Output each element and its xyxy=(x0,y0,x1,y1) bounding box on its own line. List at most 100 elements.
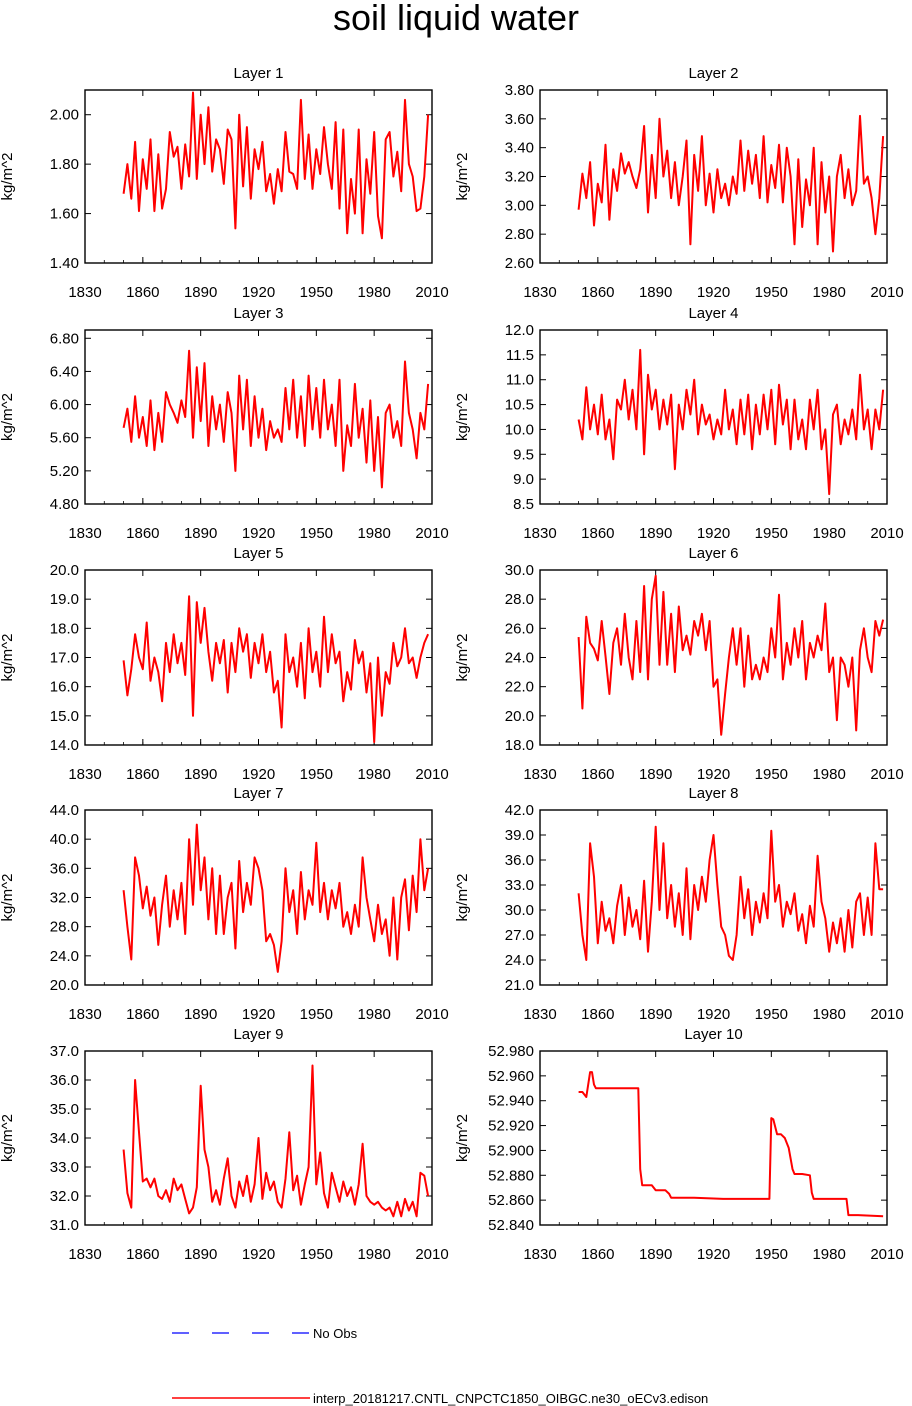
y-tick-label: 18.0 xyxy=(505,737,534,754)
x-tick-label: 1860 xyxy=(126,1246,159,1263)
y-tick-label: 24.0 xyxy=(505,952,534,969)
x-tick-label: 1920 xyxy=(242,284,275,301)
y-axis-label: kg/m^2 xyxy=(0,153,16,201)
y-axis-label: kg/m^2 xyxy=(0,1114,16,1162)
y-tick-label: 6.40 xyxy=(50,363,79,380)
y-tick-label: 3.20 xyxy=(505,169,534,186)
x-tick-label: 1980 xyxy=(357,766,390,783)
x-tick-label: 2010 xyxy=(870,284,903,301)
y-tick-label: 14.0 xyxy=(50,737,79,754)
y-tick-label: 5.20 xyxy=(50,463,79,480)
x-tick-label: 1920 xyxy=(242,1006,275,1023)
x-tick-label: 1980 xyxy=(357,1246,390,1263)
y-tick-label: 35.0 xyxy=(50,1101,79,1118)
x-tick-label: 1980 xyxy=(812,1006,845,1023)
x-tick-label: 1860 xyxy=(581,525,614,542)
y-tick-label: 28.0 xyxy=(505,591,534,608)
y-tick-label: 52.880 xyxy=(488,1167,534,1184)
y-tick-label: 11.0 xyxy=(506,372,534,389)
plot-frame xyxy=(84,809,433,986)
y-axis-label: kg/m^2 xyxy=(454,153,471,201)
y-tick-label: 20.0 xyxy=(505,708,534,725)
x-tick-label: 2010 xyxy=(415,766,448,783)
y-tick-label: 36.0 xyxy=(50,1072,79,1089)
chart-title: Layer 6 xyxy=(688,545,738,562)
chart-panels: Layer 1 1830 1860 1890 1920 1950 1980 2010 1.40 1… xyxy=(0,65,904,1263)
chart-title: Layer 9 xyxy=(233,1026,283,1043)
series-line xyxy=(122,1064,430,1218)
x-tick-label: 1920 xyxy=(697,766,730,783)
y-tick-label: 20.0 xyxy=(50,977,79,994)
y-tick-label: 5.60 xyxy=(50,430,79,447)
y-tick-label: 31.0 xyxy=(50,1217,79,1234)
y-axis-label: kg/m^2 xyxy=(0,393,16,441)
x-tick-label: 1950 xyxy=(300,766,333,783)
x-tick-label: 1950 xyxy=(755,1246,788,1263)
series-line xyxy=(577,348,885,496)
y-tick-label: 36.0 xyxy=(50,860,79,877)
series-line xyxy=(577,574,885,736)
chart-title: Layer 1 xyxy=(233,65,283,82)
chart-layer-10: Layer 10 1830 1860 1890 1920 1950 1980 2010 52.8… xyxy=(454,1026,904,1263)
y-tick-label: 52.860 xyxy=(488,1192,534,1209)
y-tick-label: 12.0 xyxy=(505,322,534,339)
y-tick-label: 52.980 xyxy=(488,1043,534,1060)
x-tick-label: 1860 xyxy=(581,284,614,301)
chart-layer-8: Layer 8 1830 1860 1890 1920 1950 1980 2010 21.0 2… xyxy=(454,785,904,1023)
y-tick-label: 42.0 xyxy=(505,802,534,819)
y-tick-label: 24.0 xyxy=(505,650,534,667)
y-tick-label: 9.0 xyxy=(513,471,534,488)
y-tick-label: 33.0 xyxy=(505,877,534,894)
legend-model-label: interp_20181217.CNTL_CNPCTC1850_OIBGC.ne… xyxy=(313,1391,708,1406)
x-tick-label: 1950 xyxy=(300,1246,333,1263)
y-tick-label: 6.80 xyxy=(50,330,79,347)
x-tick-label: 1950 xyxy=(755,284,788,301)
y-tick-label: 22.0 xyxy=(505,679,534,696)
x-tick-label: 1860 xyxy=(581,1246,614,1263)
chart-layer-2: Layer 2 1830 1860 1890 1920 1950 1980 2010 2.60 2… xyxy=(454,65,904,301)
y-tick-label: 24.0 xyxy=(50,948,79,965)
series-line xyxy=(122,91,430,240)
x-tick-label: 1920 xyxy=(697,1246,730,1263)
y-tick-label: 10.5 xyxy=(505,397,534,414)
y-tick-label: 1.60 xyxy=(50,206,79,223)
y-tick-label: 39.0 xyxy=(505,827,534,844)
y-tick-label: 52.940 xyxy=(488,1093,534,1110)
x-tick-label: 1860 xyxy=(126,1006,159,1023)
y-axis-label: kg/m^2 xyxy=(454,1114,471,1162)
y-axis-label: kg/m^2 xyxy=(0,634,16,682)
y-tick-label: 32.0 xyxy=(50,1188,79,1205)
y-tick-label: 52.840 xyxy=(488,1217,534,1234)
y-tick-label: 17.0 xyxy=(50,650,79,667)
plot-frame xyxy=(539,569,888,746)
chart-layer-1: Layer 1 1830 1860 1890 1920 1950 1980 2010 1.40 1… xyxy=(0,65,449,301)
chart-title: Layer 10 xyxy=(684,1026,742,1043)
y-axis-label: kg/m^2 xyxy=(454,393,471,441)
x-tick-label: 1980 xyxy=(357,284,390,301)
x-tick-label: 1920 xyxy=(697,525,730,542)
x-tick-label: 2010 xyxy=(415,1246,448,1263)
x-tick-label: 1950 xyxy=(300,284,333,301)
x-tick-label: 1890 xyxy=(639,1246,672,1263)
chart-title: Layer 5 xyxy=(233,545,283,562)
series-line xyxy=(122,823,430,973)
x-tick-label: 1890 xyxy=(639,766,672,783)
x-tick-label: 1830 xyxy=(68,525,101,542)
x-tick-label: 2010 xyxy=(870,766,903,783)
chart-layer-7: Layer 7 1830 1860 1890 1920 1950 1980 2010 20.0 2… xyxy=(0,785,449,1023)
x-tick-label: 1980 xyxy=(812,766,845,783)
x-tick-label: 1890 xyxy=(184,766,217,783)
x-tick-label: 1980 xyxy=(812,284,845,301)
x-tick-label: 1890 xyxy=(639,284,672,301)
chart-title: Layer 4 xyxy=(688,305,738,322)
y-tick-label: 8.5 xyxy=(513,496,534,513)
chart-title: Layer 8 xyxy=(688,785,738,802)
y-tick-label: 10.0 xyxy=(505,421,534,438)
y-tick-label: 3.80 xyxy=(505,82,534,99)
x-tick-label: 1950 xyxy=(755,1006,788,1023)
x-tick-label: 1920 xyxy=(697,284,730,301)
y-tick-label: 33.0 xyxy=(50,1159,79,1176)
x-tick-label: 1830 xyxy=(68,284,101,301)
chart-layer-4: Layer 4 1830 1860 1890 1920 1950 1980 2010 8.5 9.… xyxy=(454,305,904,542)
